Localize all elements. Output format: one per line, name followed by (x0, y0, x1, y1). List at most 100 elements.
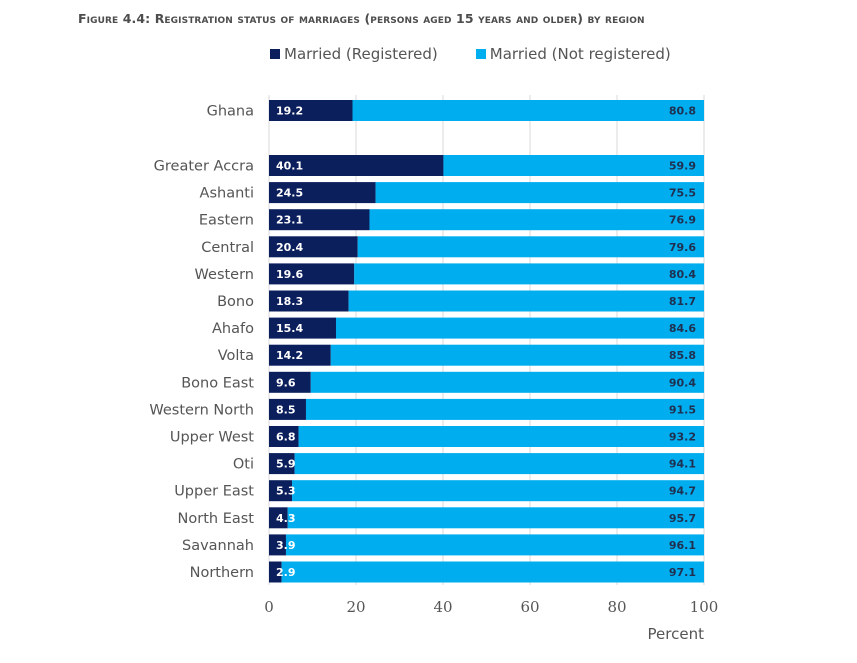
category-label: Greater Accra (154, 159, 254, 175)
value-label-registered: 23.1 (276, 214, 303, 227)
bar-registered (269, 290, 349, 312)
value-label-not-registered: 97.1 (669, 566, 696, 579)
bar-registered (269, 561, 282, 583)
bar-registered (269, 480, 293, 502)
value-label-not-registered: 75.5 (669, 187, 696, 200)
value-label-not-registered: 85.8 (669, 349, 696, 362)
bar-registered (269, 317, 336, 339)
value-label-registered: 18.3 (276, 295, 303, 308)
bar-not-registered (354, 263, 704, 285)
value-label-registered: 3.9 (276, 539, 296, 552)
bar-not-registered (310, 371, 704, 393)
x-axis-label: Percent (648, 625, 705, 643)
bar-not-registered (298, 426, 704, 447)
x-tick-label: 0 (264, 598, 274, 616)
category-label: Upper East (174, 484, 254, 500)
value-label-registered: 24.5 (276, 187, 303, 200)
category-label: Western (195, 267, 254, 283)
bars (269, 100, 704, 583)
value-label-registered: 5.3 (276, 485, 296, 498)
chart-title: Figure 4.4: Registration status of marri… (78, 11, 645, 26)
bar-not-registered (357, 236, 704, 258)
value-label-registered: 6.8 (276, 431, 296, 444)
value-label-registered: 19.6 (276, 268, 303, 281)
bar-registered (269, 100, 353, 121)
value-label-not-registered: 93.2 (669, 431, 696, 444)
bar-registered (269, 453, 295, 475)
bar-not-registered (375, 182, 704, 204)
category-label: Northern (190, 565, 254, 581)
value-label-not-registered: 94.1 (669, 458, 696, 471)
value-label-registered: 15.4 (276, 322, 303, 335)
category-label: Oti (233, 457, 254, 473)
value-label-registered: 40.1 (276, 160, 303, 173)
value-label-not-registered: 59.9 (669, 160, 696, 173)
bar-registered (269, 507, 288, 529)
bar-registered (269, 182, 376, 204)
x-tick-label: 100 (690, 598, 719, 616)
value-label-not-registered: 76.9 (669, 214, 696, 227)
value-label-registered: 14.2 (276, 349, 303, 362)
x-tick-label: 60 (520, 598, 539, 616)
legend-swatch-not-registered (475, 49, 486, 59)
legend-label-not-registered: Married (Not registered) (489, 45, 671, 63)
legend-swatch-registered (270, 49, 280, 59)
bar-registered (269, 534, 286, 556)
bar-registered (269, 209, 370, 231)
value-label-not-registered: 94.7 (669, 485, 696, 498)
value-labels: 19.2 80.8 40.1 59.9 24.5 75.5 23.1 76.9 20.4 79.6… (276, 105, 696, 580)
category-label: Eastern (199, 213, 254, 229)
value-label-not-registered: 80.8 (669, 105, 696, 118)
value-label-not-registered: 81.7 (669, 295, 696, 308)
x-tick-label: 40 (433, 598, 452, 616)
value-label-registered: 9.6 (276, 376, 296, 389)
value-label-registered: 8.5 (276, 403, 296, 416)
bar-registered (269, 398, 306, 420)
bar-registered (269, 344, 331, 366)
legend-label-registered: Married (Registered) (284, 45, 438, 63)
category-labels: Ghana Greater Accra Ashanti Eastern Central W… (149, 104, 254, 582)
bar-not-registered (281, 561, 704, 583)
value-label-registered: 4.3 (276, 512, 296, 525)
value-label-registered: 20.4 (276, 241, 303, 254)
bar-not-registered (352, 100, 704, 121)
category-label: Ahafo (212, 321, 254, 337)
value-label-not-registered: 79.6 (669, 241, 696, 254)
bar-registered (269, 236, 358, 258)
value-label-registered: 5.9 (276, 458, 296, 471)
bar-registered (269, 263, 355, 285)
bar-not-registered (443, 155, 704, 176)
value-label-registered: 19.2 (276, 105, 303, 118)
chart-legend: Married (Registered) Married (Not regist… (270, 45, 671, 63)
bar-not-registered (369, 209, 704, 231)
value-label-not-registered: 96.1 (669, 539, 696, 552)
category-label: Savannah (182, 538, 254, 554)
bar-not-registered (348, 290, 704, 312)
bar-registered (269, 426, 299, 447)
gridlines (268, 95, 705, 585)
bar-not-registered (330, 344, 704, 366)
bar-not-registered (285, 534, 704, 556)
category-label: Volta (218, 348, 254, 364)
bar-not-registered (287, 507, 704, 529)
value-label-not-registered: 80.4 (669, 268, 696, 281)
value-label-registered: 2.9 (276, 566, 296, 579)
bar-not-registered (292, 480, 704, 502)
category-label: Ashanti (200, 186, 254, 202)
bar-not-registered (305, 398, 704, 420)
x-axis-ticks: 0 20 40 60 80 100 (264, 598, 718, 616)
bar-registered (269, 371, 311, 393)
value-label-not-registered: 95.7 (669, 512, 696, 525)
legend-item-not-registered: Married (Not registered) (475, 45, 671, 63)
category-label: Western North (149, 402, 254, 418)
value-label-not-registered: 91.5 (669, 403, 696, 416)
category-label: Upper West (170, 430, 254, 446)
bar-not-registered (335, 317, 704, 339)
bar-not-registered (294, 453, 704, 475)
x-tick-label: 80 (607, 598, 626, 616)
bar-registered (269, 155, 444, 176)
category-label: Central (201, 240, 254, 256)
value-label-not-registered: 90.4 (669, 376, 696, 389)
legend-item-registered: Married (Registered) (270, 45, 438, 63)
value-label-not-registered: 84.6 (669, 322, 696, 335)
